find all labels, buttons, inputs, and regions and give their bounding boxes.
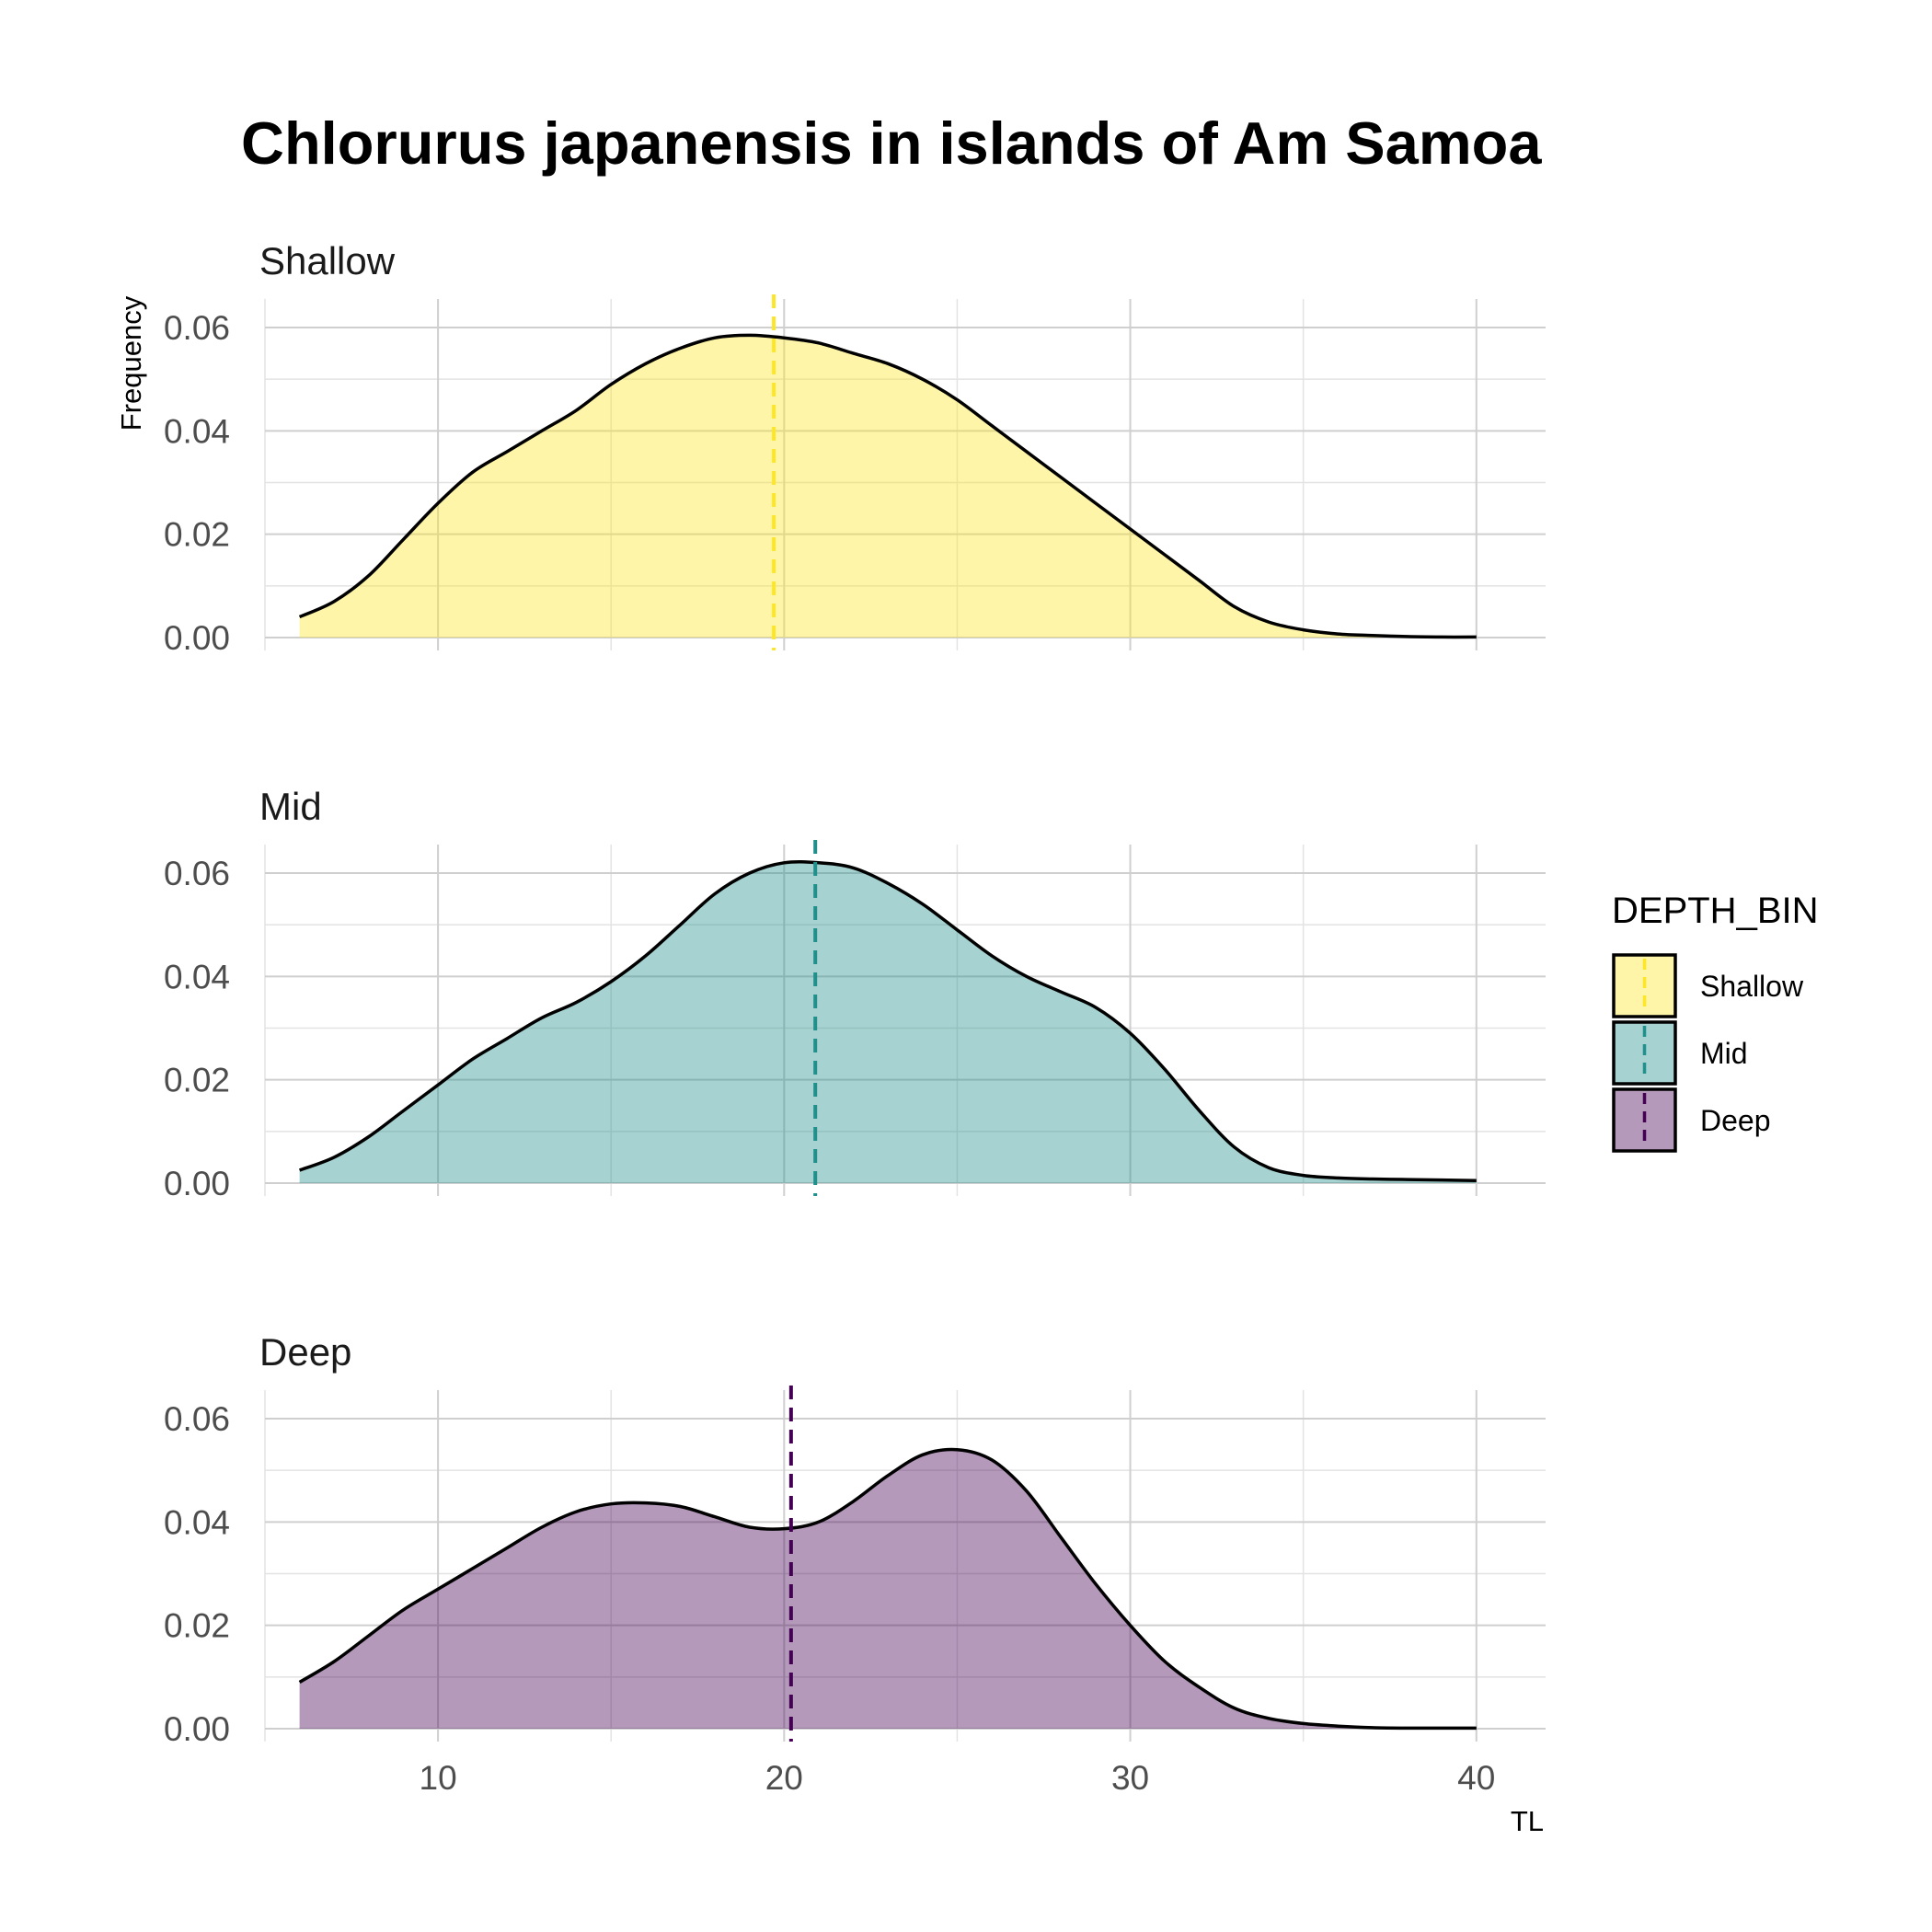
y-tick-label: 0.04	[164, 958, 230, 995]
x-tick-label: 10	[420, 1759, 457, 1797]
legend-label: Shallow	[1700, 970, 1804, 1003]
panel-strip-label: Mid	[259, 785, 322, 828]
panel-shallow: Shallow 0.00 0.02 0.04 0.06	[164, 239, 1546, 657]
density-area	[299, 861, 1477, 1183]
density-area	[299, 1449, 1477, 1729]
density-line	[298, 333, 1477, 639]
legend-label: Deep	[1700, 1104, 1771, 1137]
x-tick-label: 40	[1457, 1759, 1495, 1797]
density-line	[298, 1447, 1477, 1731]
facet-panels: Shallow 0.00 0.02 0.04 0.06 Mid 0.00 0.02 0.04 0.…	[164, 239, 1546, 1797]
y-tick-label: 0.00	[164, 1165, 230, 1202]
panel-mid: Mid 0.00 0.02 0.04 0.06	[164, 785, 1546, 1202]
y-tick-label: 0.02	[164, 516, 230, 554]
legend-item-deep: Deep	[1612, 1087, 1771, 1153]
density-area	[299, 335, 1477, 638]
legend: DEPTH_BIN Shallow Mid Deep	[1612, 891, 1819, 1153]
y-tick-label: 0.04	[164, 412, 230, 450]
legend-title: DEPTH_BIN	[1612, 891, 1819, 931]
y-tick-label: 0.06	[164, 855, 230, 892]
y-tick-label: 0.00	[164, 1710, 230, 1748]
panel-strip-label: Shallow	[259, 239, 396, 282]
y-tick-label: 0.02	[164, 1607, 230, 1645]
x-tick-label: 30	[1111, 1759, 1149, 1797]
y-tick-label: 0.04	[164, 1503, 230, 1541]
x-tick-label: 20	[765, 1759, 803, 1797]
x-axis-title: TL	[1511, 1805, 1544, 1837]
y-tick-label: 0.00	[164, 619, 230, 657]
y-tick-label: 0.06	[164, 1400, 230, 1438]
density-line	[298, 859, 1477, 1182]
y-axis-title: Frequency	[115, 295, 147, 431]
legend-item-shallow: Shallow	[1612, 953, 1804, 1018]
panel-strip-label: Deep	[259, 1330, 351, 1374]
y-tick-label: 0.02	[164, 1062, 230, 1099]
y-tick-label: 0.06	[164, 309, 230, 347]
legend-label: Mid	[1700, 1037, 1748, 1070]
chart-title: Chlorurus japanensis in islands of Am Sa…	[241, 109, 1542, 177]
panel-deep: Deep 0.00 0.02 0.04 0.06 10 20 30 40	[164, 1330, 1546, 1797]
legend-item-mid: Mid	[1612, 1020, 1748, 1086]
